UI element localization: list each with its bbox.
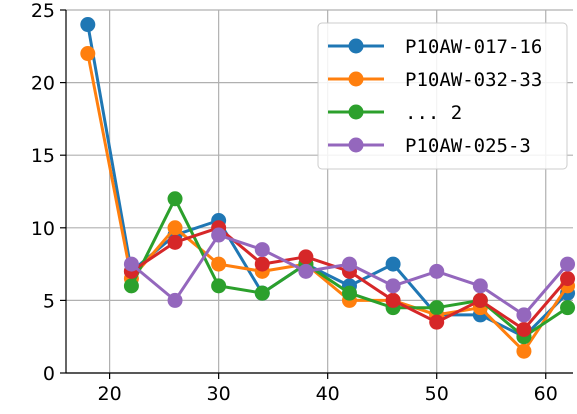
- data-point: [516, 307, 532, 323]
- data-point: [385, 292, 401, 308]
- data-point: [429, 314, 445, 330]
- x-tick-label: 60: [534, 383, 558, 405]
- legend-entry: ... 2: [328, 102, 462, 124]
- data-point: [123, 278, 139, 294]
- data-point: [80, 17, 96, 33]
- legend-entry: P10AW-017-16: [328, 36, 542, 58]
- legend-box: [317, 22, 568, 170]
- legend-label: P10AW-032-33: [405, 69, 542, 91]
- axes: 20 30 40 50 60 0 5 10 15 20 25: [31, 0, 573, 405]
- data-point: [211, 256, 227, 272]
- data-point: [211, 227, 227, 243]
- legend-marker: [348, 137, 364, 153]
- legend-marker: [348, 104, 364, 120]
- data-point: [429, 263, 445, 279]
- series-line: [86, 53, 569, 353]
- legend-marker: [348, 71, 364, 87]
- data-point: [167, 292, 183, 308]
- x-tick-label: 20: [98, 383, 122, 405]
- data-point: [167, 234, 183, 250]
- x-tick-label: 50: [425, 383, 449, 405]
- y-tick-label: 20: [31, 73, 55, 95]
- legend-label: ... 2: [405, 102, 462, 124]
- data-point: [167, 191, 183, 207]
- legend-entry: P10AW-025-3: [328, 135, 531, 157]
- data-point: [516, 321, 532, 337]
- legend: P10AW-017-16 P10AW-032-33 ... 2 P10AW-025-3: [317, 22, 568, 170]
- data-point: [211, 278, 227, 294]
- x-tick-label: 40: [316, 383, 340, 405]
- y-tick-label: 0: [43, 363, 55, 385]
- legend-entry: P10AW-032-33: [328, 69, 542, 91]
- data-point: [516, 343, 532, 359]
- data-point: [472, 278, 488, 294]
- y-tick-label: 15: [31, 145, 55, 167]
- data-point: [341, 285, 357, 301]
- data-point: [123, 256, 139, 272]
- series-layer: [80, 17, 576, 359]
- data-point: [80, 46, 96, 62]
- data-point: [385, 256, 401, 272]
- x-tick-label: 30: [207, 383, 231, 405]
- data-point: [298, 249, 314, 265]
- y-tick-label: 10: [31, 218, 55, 240]
- data-point: [341, 256, 357, 272]
- data-point: [560, 300, 576, 316]
- series-4: [123, 220, 576, 337]
- series-5: [123, 227, 576, 323]
- y-tick-label: 25: [31, 0, 55, 22]
- data-point: [254, 242, 270, 258]
- legend-label: P10AW-017-16: [405, 36, 542, 58]
- data-point: [385, 278, 401, 294]
- data-point: [560, 256, 576, 272]
- y-tick-label: 5: [43, 290, 55, 312]
- legend-marker: [348, 38, 364, 54]
- data-point: [167, 220, 183, 236]
- legend-label: P10AW-025-3: [405, 135, 531, 157]
- data-point: [298, 263, 314, 279]
- data-point: [254, 256, 270, 272]
- data-point: [472, 292, 488, 308]
- data-point: [429, 300, 445, 316]
- data-point: [254, 285, 270, 301]
- data-point: [560, 271, 576, 287]
